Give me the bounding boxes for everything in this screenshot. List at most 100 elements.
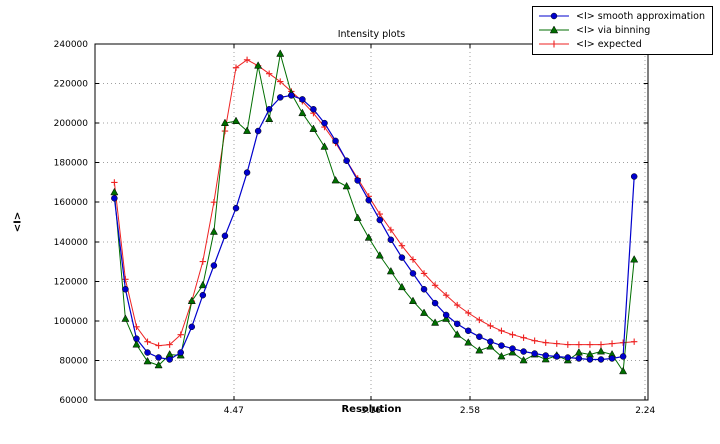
legend-item-smooth-approximation: <I> smooth approximation [537, 10, 705, 22]
data-marker-triangle [386, 266, 395, 275]
data-marker-circle [553, 353, 561, 360]
data-marker-triangle [375, 251, 384, 259]
legend-sample-plus-icon [539, 40, 570, 48]
data-marker-circle [487, 338, 494, 345]
data-marker-plus [398, 242, 406, 249]
data-marker-plus [531, 337, 538, 344]
data-marker-circle [232, 204, 240, 212]
data-marker-plus [487, 322, 494, 330]
data-marker-plus [111, 179, 118, 186]
data-marker-circle [586, 356, 594, 363]
x-tick-label: 2.24 [635, 406, 655, 416]
data-marker-circle [277, 94, 284, 101]
data-marker-circle [144, 349, 151, 356]
data-marker-circle [476, 333, 483, 340]
data-marker-triangle [519, 355, 528, 364]
y-tick-label: 140000 [54, 238, 89, 248]
data-marker-circle [354, 177, 361, 184]
data-marker-circle [398, 254, 406, 261]
y-tick-label: 160000 [54, 198, 89, 208]
data-marker-circle [265, 106, 273, 113]
legend-item-via-binning: <I> via binning [537, 24, 705, 36]
data-marker-triangle [596, 347, 606, 355]
data-marker-plus [277, 78, 284, 85]
data-marker-circle [387, 236, 395, 244]
data-marker-circle [332, 137, 339, 145]
data-marker-circle [531, 350, 538, 357]
data-marker-plus [420, 270, 428, 277]
plot-border [94, 43, 649, 401]
y-tick-label: 60000 [59, 396, 88, 406]
data-marker-plus [586, 341, 594, 348]
legend-label: <I> expected [576, 38, 642, 50]
data-marker-circle [177, 349, 184, 356]
y-axis-label: <I> [12, 211, 24, 233]
data-marker-triangle [198, 280, 207, 289]
data-marker-triangle [209, 227, 218, 235]
data-marker-circle [288, 92, 295, 99]
data-marker-circle [453, 320, 461, 328]
data-marker-triangle [630, 255, 639, 263]
data-marker-triangle [132, 340, 141, 348]
data-marker-plus [199, 258, 207, 265]
data-marker-triangle [342, 181, 351, 190]
data-marker-triangle [331, 175, 340, 184]
data-marker-circle [409, 270, 417, 277]
x-tick-label: 3.16 [361, 406, 381, 416]
legend-sample-triangle-icon [539, 25, 570, 34]
data-marker-plus [387, 226, 395, 234]
data-marker-plus [122, 276, 129, 283]
y-tick-label: 180000 [54, 159, 89, 169]
data-marker-circle [509, 345, 516, 352]
data-marker-plus [608, 340, 616, 347]
data-marker-circle [608, 355, 616, 362]
data-marker-circle [420, 285, 428, 293]
data-marker-plus [619, 339, 627, 346]
data-marker-triangle [508, 348, 517, 356]
data-marker-circle [221, 232, 229, 240]
data-marker-plus [442, 291, 450, 299]
data-marker-circle [520, 348, 527, 355]
data-marker-triangle [408, 296, 417, 304]
legend-label: <I> via binning [576, 24, 651, 36]
data-marker-plus [553, 340, 560, 347]
data-marker-plus [630, 338, 638, 345]
data-marker-plus [232, 64, 240, 71]
data-marker-circle [619, 353, 627, 360]
legend-item-expected: <I> expected [537, 38, 705, 50]
data-marker-triangle [397, 282, 406, 291]
data-marker-plus [221, 127, 229, 135]
data-marker-plus [476, 316, 483, 324]
data-marker-circle [343, 157, 350, 164]
legend-sample-circle-icon [539, 12, 570, 20]
data-marker-triangle [431, 318, 440, 326]
data-marker-circle [199, 291, 207, 299]
data-marker-circle [465, 327, 472, 335]
data-marker-triangle [541, 354, 550, 363]
data-marker-circle [310, 106, 317, 113]
data-marker-triangle [187, 296, 196, 304]
legend: <I> smooth approximation <I> via binning… [532, 6, 713, 55]
data-marker-triangle [619, 366, 628, 375]
data-marker-triangle [121, 314, 130, 322]
data-marker-plus [166, 341, 173, 348]
data-marker-plus [575, 341, 583, 348]
data-marker-triangle [243, 126, 252, 134]
data-marker-circle [597, 356, 605, 363]
data-marker-triangle [254, 61, 263, 69]
data-marker-circle [630, 173, 638, 180]
data-marker-circle [564, 354, 572, 361]
data-marker-triangle [165, 349, 174, 358]
data-marker-circle [321, 119, 328, 127]
x-tick-label: 4.47 [224, 406, 244, 416]
data-marker-circle [111, 195, 118, 202]
data-marker-triangle [353, 213, 362, 221]
data-marker-circle [376, 216, 384, 224]
data-marker-triangle [420, 308, 429, 316]
data-marker-plus [177, 331, 184, 338]
data-marker-circle [122, 285, 129, 293]
data-marker-triangle [298, 108, 307, 117]
data-marker-plus [520, 334, 527, 341]
